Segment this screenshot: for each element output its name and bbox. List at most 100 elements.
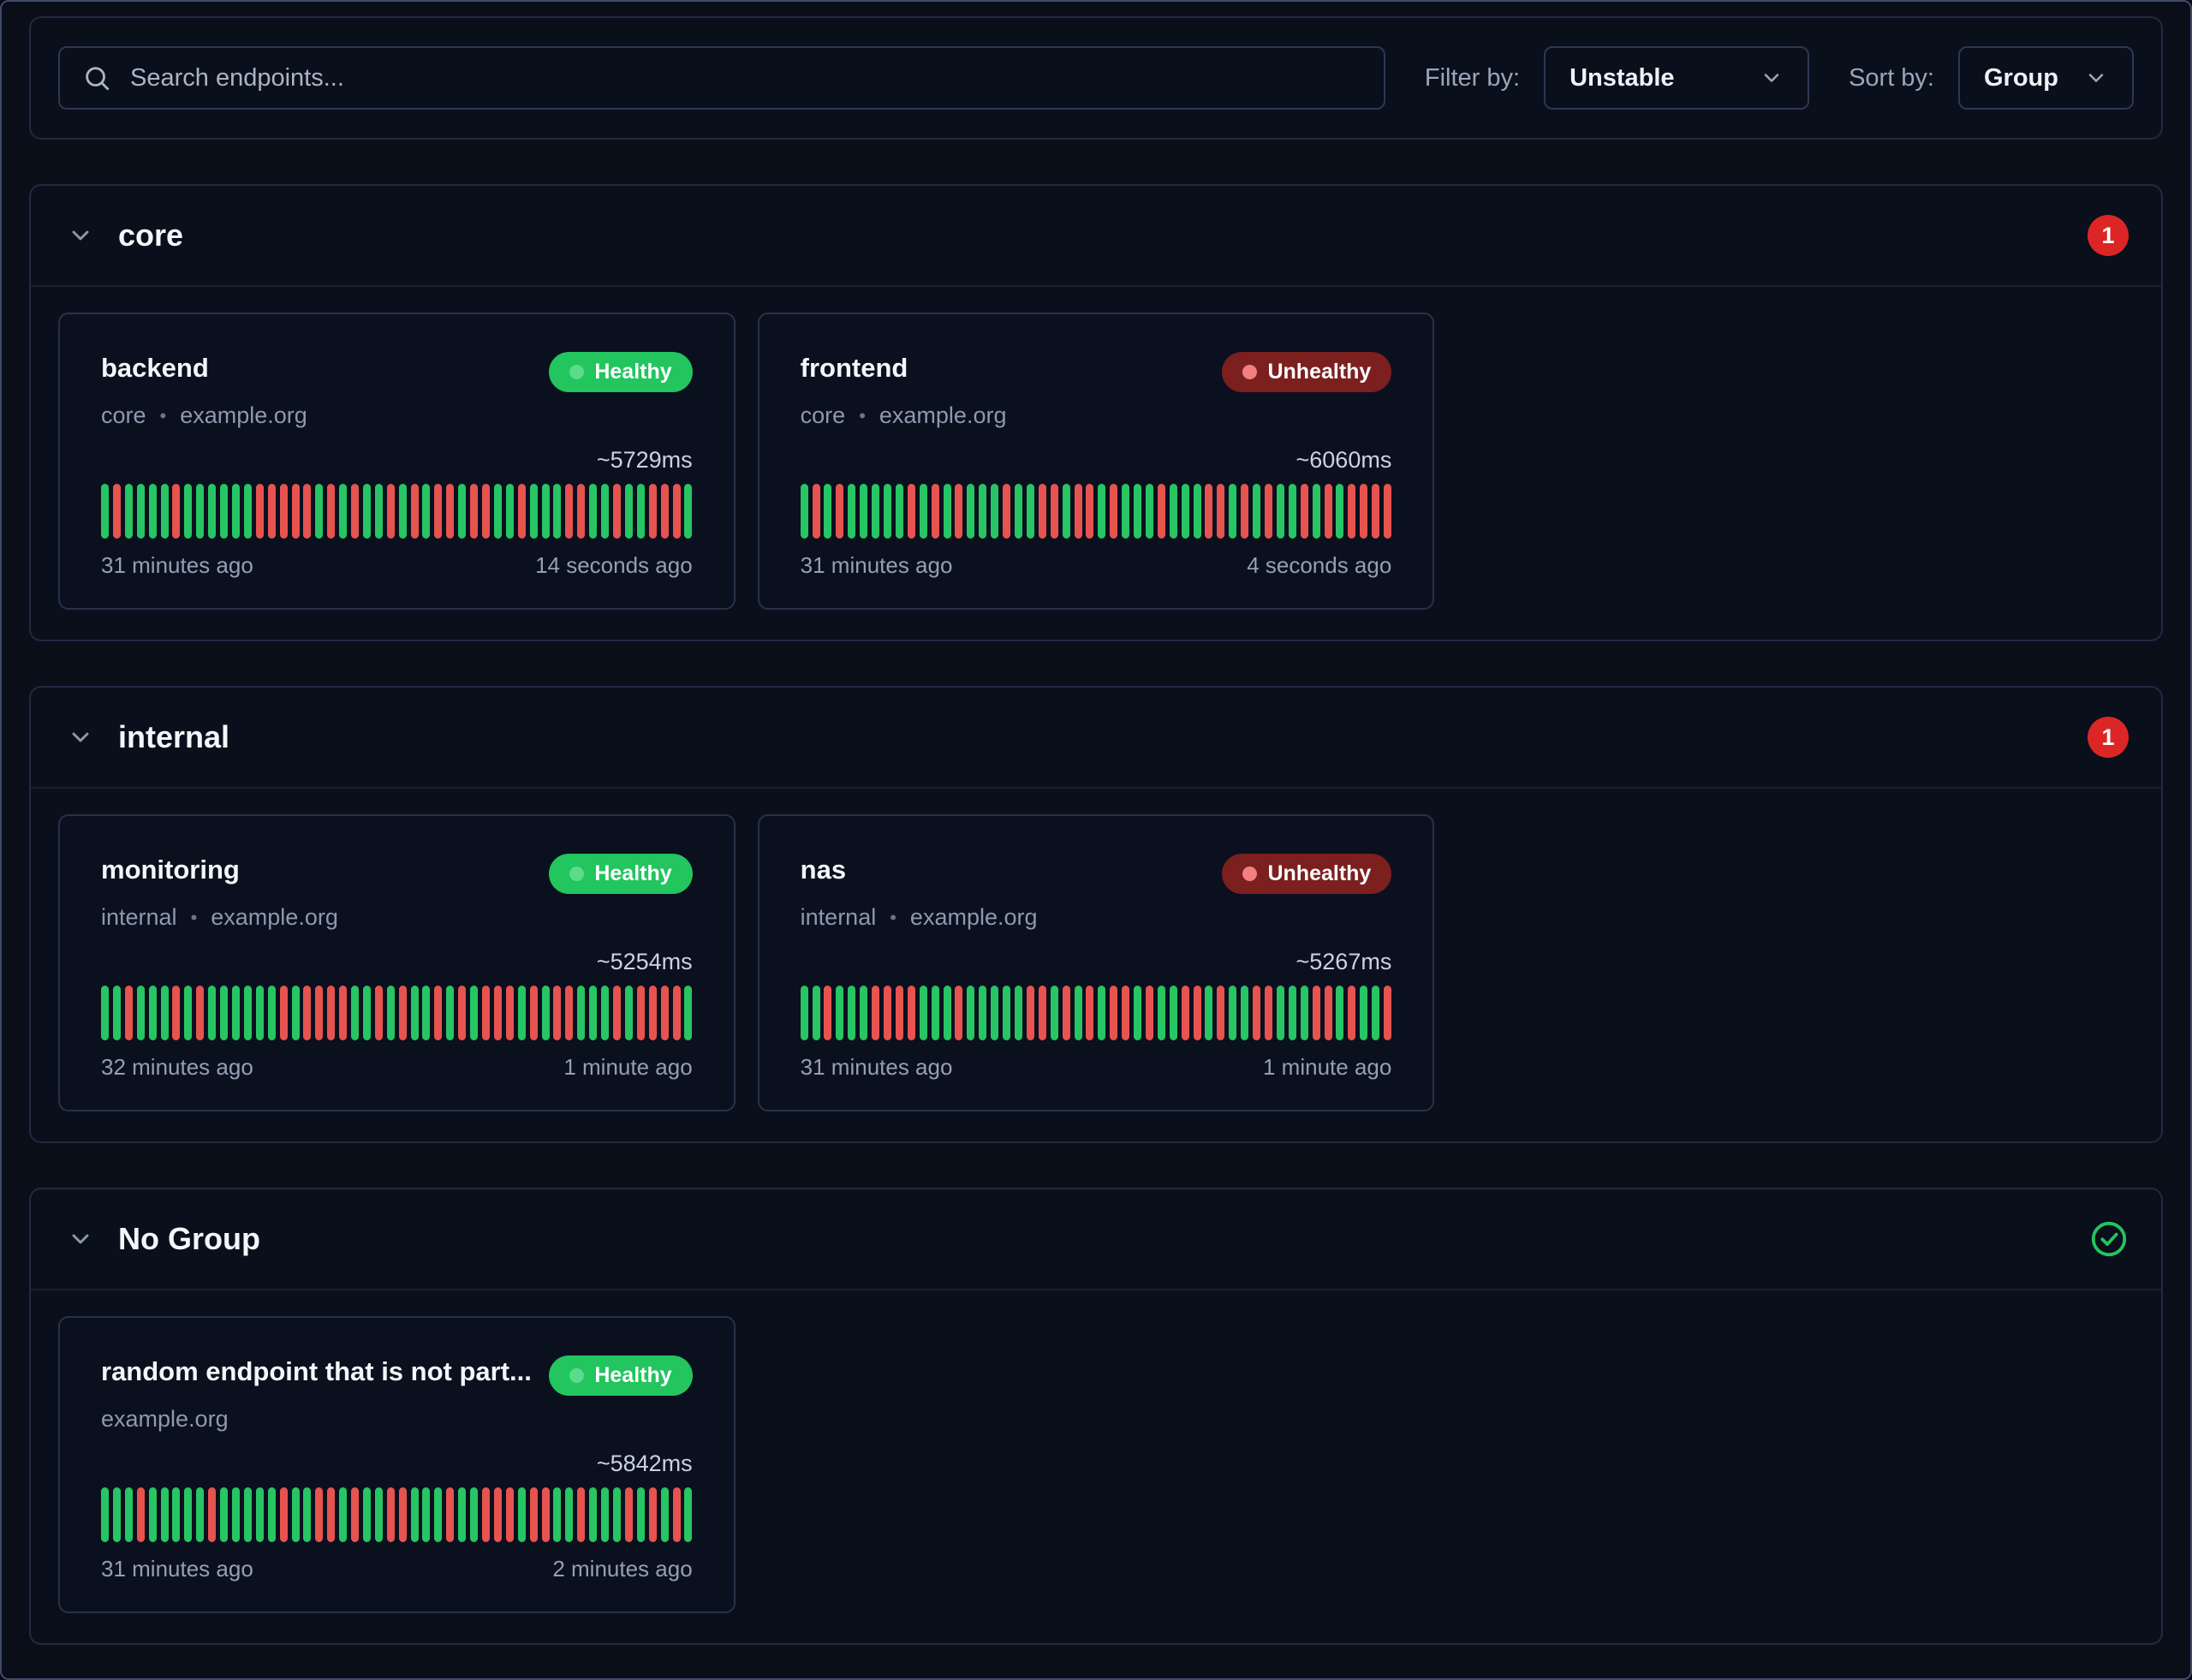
status-dot-icon xyxy=(569,1368,585,1383)
endpoint-host: example.org xyxy=(879,402,1007,428)
down-bar xyxy=(1074,484,1082,539)
group-header-internal[interactable]: internal 1 xyxy=(31,688,2161,789)
up-bar xyxy=(1014,484,1022,539)
up-bar xyxy=(601,986,610,1040)
down-bar xyxy=(672,986,681,1040)
group-header-no-group[interactable]: No Group xyxy=(31,1189,2161,1290)
up-bar xyxy=(589,1487,598,1542)
down-bar xyxy=(636,986,645,1040)
up-bar xyxy=(991,484,999,539)
up-bar xyxy=(1336,484,1344,539)
down-bar xyxy=(505,1487,514,1542)
up-bar xyxy=(884,484,891,539)
up-bar xyxy=(374,484,383,539)
down-bar xyxy=(327,986,336,1040)
down-bar xyxy=(624,1487,633,1542)
up-bar xyxy=(624,986,633,1040)
up-bar xyxy=(800,986,808,1040)
up-bar xyxy=(872,484,880,539)
endpoint-group-label: core xyxy=(101,402,146,428)
up-bar xyxy=(422,986,431,1040)
down-bar xyxy=(529,986,538,1040)
toolbar: Filter by: Unstable Sort by: Group xyxy=(29,16,2163,140)
up-bar xyxy=(517,1487,526,1542)
up-bar xyxy=(1205,986,1213,1040)
uptime-history-bars xyxy=(101,1487,693,1542)
uptime-history-bars xyxy=(101,986,693,1040)
filter-select[interactable]: Unstable xyxy=(1544,46,1810,110)
status-badge: Unhealthy xyxy=(1222,352,1392,392)
up-bar xyxy=(315,484,324,539)
down-bar xyxy=(612,986,621,1040)
dot-separator: • xyxy=(190,906,198,928)
up-bar xyxy=(660,1487,669,1542)
down-bar xyxy=(553,986,562,1040)
down-bar xyxy=(327,1487,336,1542)
endpoint-name: random endpoint that is not part... xyxy=(101,1356,532,1386)
down-bar xyxy=(291,484,300,539)
search-input[interactable] xyxy=(130,63,1361,92)
endpoint-card-frontend[interactable]: frontend Unhealthy core • example.org ~6… xyxy=(757,313,1435,610)
endpoint-card-backend[interactable]: backend Healthy core • example.org ~5729… xyxy=(58,313,736,610)
down-bar xyxy=(812,484,820,539)
up-bar xyxy=(267,1487,276,1542)
up-bar xyxy=(636,1487,645,1542)
up-bar xyxy=(351,986,360,1040)
up-bar xyxy=(624,484,633,539)
down-bar xyxy=(327,484,336,539)
down-bar xyxy=(907,986,915,1040)
up-bar xyxy=(148,1487,157,1542)
unhealthy-count-badge: 1 xyxy=(2088,717,2129,758)
endpoint-card-monitoring[interactable]: monitoring Healthy internal • example.or… xyxy=(58,814,736,1111)
endpoint-card-random[interactable]: random endpoint that is not part... Heal… xyxy=(58,1316,736,1613)
up-bar xyxy=(684,1487,693,1542)
up-bar xyxy=(101,484,109,539)
up-bar xyxy=(112,986,121,1040)
down-bar xyxy=(303,986,312,1040)
sort-select[interactable]: Group xyxy=(1958,46,2134,110)
down-bar xyxy=(836,484,844,539)
down-bar xyxy=(1122,986,1130,1040)
uptime-history-bars xyxy=(101,484,693,539)
down-bar xyxy=(955,484,963,539)
down-bar xyxy=(279,986,288,1040)
uptime-history-bars xyxy=(800,484,1392,539)
status-dot-icon xyxy=(1242,365,1258,379)
down-bar xyxy=(1086,986,1094,1040)
down-bar xyxy=(482,484,490,539)
down-bar xyxy=(172,484,181,539)
up-bar xyxy=(553,484,562,539)
down-bar xyxy=(386,484,395,539)
up-bar xyxy=(1098,986,1106,1040)
up-bar xyxy=(243,986,252,1040)
up-bar xyxy=(136,986,145,1040)
down-bar xyxy=(1062,986,1070,1040)
down-bar xyxy=(541,1487,550,1542)
up-bar xyxy=(529,484,538,539)
down-bar xyxy=(112,484,121,539)
search-box[interactable] xyxy=(58,46,1385,110)
uptime-history-bars xyxy=(800,986,1392,1040)
up-bar xyxy=(160,1487,169,1542)
endpoint-name: nas xyxy=(800,855,847,885)
status-label: Healthy xyxy=(594,360,672,384)
endpoint-group-label: core xyxy=(800,402,846,428)
group-internal: internal 1 monitoring Healthy internal •… xyxy=(29,686,2163,1143)
chevron-down-icon xyxy=(1764,74,1779,82)
group-title: No Group xyxy=(118,1221,260,1256)
endpoint-card-nas[interactable]: nas Unhealthy internal • example.org ~52… xyxy=(757,814,1435,1111)
group-header-core[interactable]: core 1 xyxy=(31,186,2161,287)
down-bar xyxy=(648,986,657,1040)
down-bar xyxy=(529,1487,538,1542)
up-bar xyxy=(979,986,987,1040)
status-dot-icon xyxy=(1242,867,1258,881)
up-bar xyxy=(860,986,868,1040)
up-bar xyxy=(589,986,598,1040)
up-bar xyxy=(541,986,550,1040)
down-bar xyxy=(124,986,133,1040)
down-bar xyxy=(303,484,312,539)
down-bar xyxy=(1312,986,1320,1040)
dot-separator: • xyxy=(890,906,896,928)
group-cards: monitoring Healthy internal • example.or… xyxy=(31,789,2161,1141)
up-bar xyxy=(1169,484,1177,539)
